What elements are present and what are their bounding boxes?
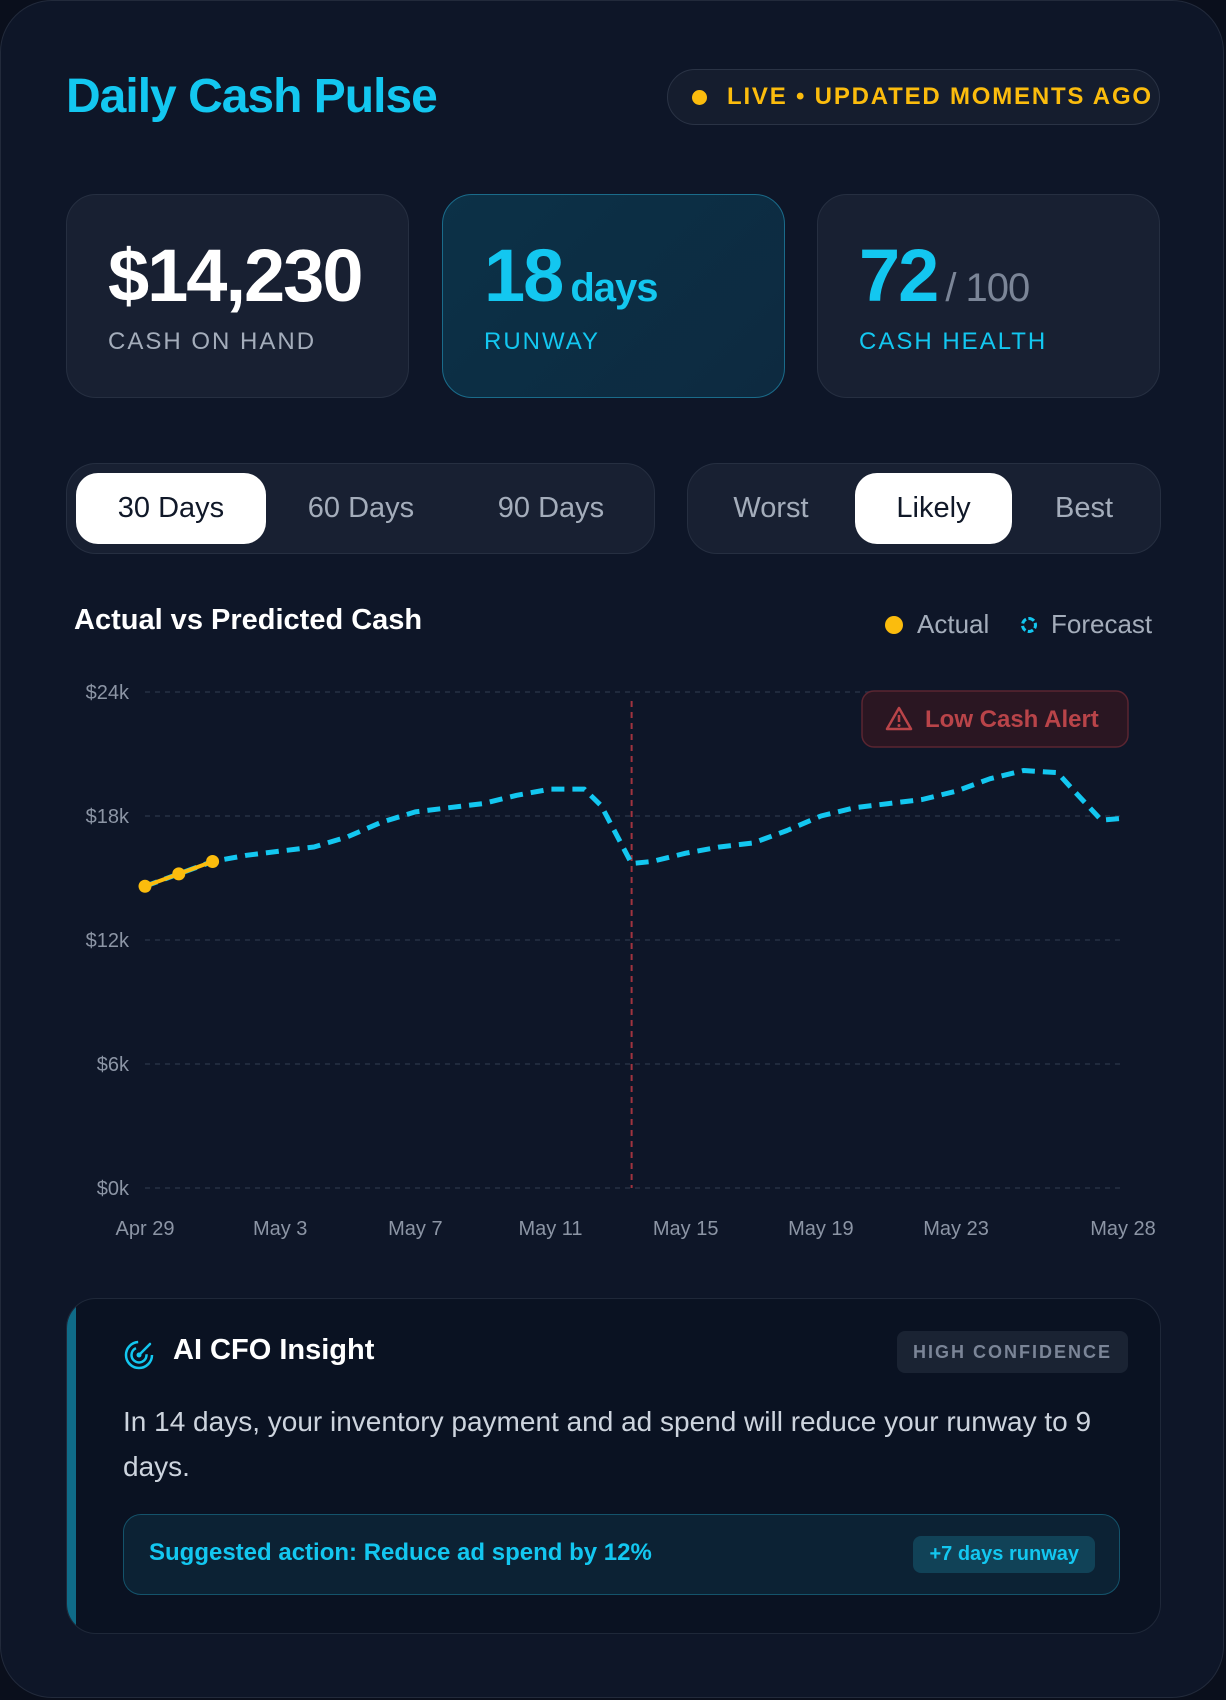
legend-label: Forecast [1051, 609, 1153, 639]
chart-grid [145, 691, 1125, 1189]
tab-30-days[interactable]: 30 Days [76, 473, 266, 544]
x-tick-label: May 23 [923, 1218, 989, 1240]
warning-icon [885, 706, 913, 731]
stat-label: CASH ON HAND [108, 328, 317, 355]
runway-gain-pill: +7 days runway [913, 1536, 1095, 1573]
range-tabs: 30 Days 60 Days 90 Days [66, 463, 655, 554]
tab-worst[interactable]: Worst [733, 492, 809, 524]
stat-value: 72 [859, 234, 939, 317]
y-tick-label: $6k [97, 1054, 130, 1076]
page-title: Daily Cash Pulse [66, 70, 438, 123]
suggested-action[interactable]: Suggested action: Reduce ad spend by 12%… [123, 1514, 1120, 1595]
x-tick-label: May 28 [1090, 1218, 1156, 1240]
tab-best[interactable]: Best [1054, 492, 1114, 524]
scenario-tabs: Worst Likely Best [687, 463, 1161, 554]
cash-line-chart: $0k $6k $12k $18k $24k Apr 29 May 3 May 7 May 1… [86, 682, 1156, 1240]
stat-value: 18 [484, 234, 564, 317]
x-tick-label: May 11 [518, 1218, 582, 1240]
tab-60-days[interactable]: 60 Days [307, 492, 415, 524]
stat-label: CASH HEALTH [859, 328, 1048, 355]
legend-actual: Actual [885, 609, 989, 640]
x-axis: Apr 29 May 3 May 7 May 11 May 15 May 19 May 23… [116, 1218, 1156, 1240]
chart-title: Actual vs Predicted Cash [74, 604, 423, 636]
stat-unit: days [570, 266, 658, 310]
live-dot-icon [692, 89, 707, 105]
y-tick-label: $12k [86, 930, 130, 952]
suggested-action-text: Suggested action: Reduce ad spend by 12% [149, 1539, 652, 1566]
low-cash-alert-badge[interactable]: Low Cash Alert [861, 690, 1129, 748]
y-axis: $0k $6k $12k $18k $24k [86, 682, 130, 1200]
insight-accent-bar [67, 1299, 76, 1633]
y-tick-label: $0k [97, 1178, 130, 1200]
stat-unit: / 100 [945, 266, 1030, 310]
forecast-line [144, 768, 1126, 889]
ai-cfo-insight-card: AI CFO Insight HIGH CONFIDENCE In 14 day… [66, 1298, 1161, 1634]
actual-dot-icon [885, 615, 903, 634]
insight-title: AI CFO Insight [173, 1334, 375, 1366]
x-tick-label: May 7 [388, 1218, 442, 1240]
x-tick-label: Apr 29 [116, 1218, 175, 1240]
x-tick-label: May 19 [788, 1218, 854, 1240]
stat-runway: 18 days RUNWAY [442, 194, 785, 398]
confidence-badge: HIGH CONFIDENCE [896, 1331, 1128, 1373]
legend-label: Actual [917, 609, 990, 639]
tab-90-days[interactable]: 90 Days [497, 492, 605, 524]
insight-body: In 14 days, your inventory payment and a… [123, 1406, 1092, 1482]
radar-icon [124, 1340, 154, 1370]
x-tick-label: May 3 [253, 1218, 307, 1240]
stat-value: $14,230 [108, 234, 363, 317]
live-status-badge: LIVE • UPDATED MOMENTS AGO [667, 69, 1160, 125]
y-tick-label: $18k [86, 806, 130, 828]
actual-point [206, 854, 220, 868]
legend-forecast: Forecast [1021, 609, 1152, 640]
x-tick-label: May 15 [653, 1218, 719, 1240]
stat-cash-on-hand: $14,230 CASH ON HAND [66, 194, 409, 398]
tab-likely[interactable]: Likely [855, 473, 1012, 544]
forecast-ring-icon [1021, 616, 1037, 633]
y-tick-label: $24k [86, 682, 130, 704]
actual-point [172, 867, 186, 881]
stat-label: RUNWAY [484, 328, 600, 355]
stat-cash-health: 72/ 100 CASH HEALTH [817, 194, 1160, 398]
low-cash-alert-label: Low Cash Alert [925, 706, 1099, 733]
chart-series [138, 768, 1126, 893]
actual-point [138, 879, 152, 893]
live-status-text: LIVE • UPDATED MOMENTS AGO [727, 83, 1153, 110]
